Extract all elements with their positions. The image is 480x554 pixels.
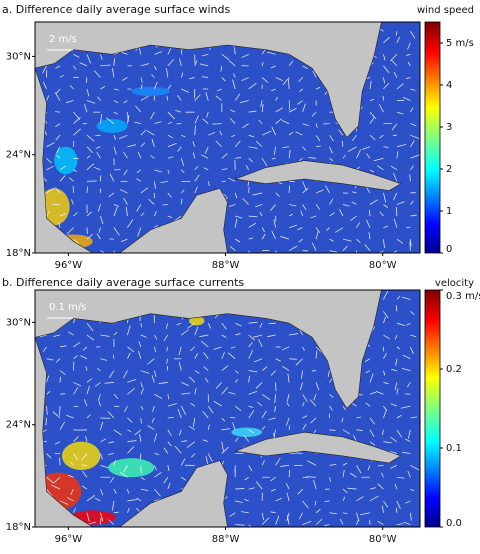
- panel-title: a. Difference daily average surface wind…: [2, 3, 230, 16]
- vector-arrow: [396, 31, 397, 35]
- panel-title: b. Difference daily average surface curr…: [2, 276, 244, 289]
- colorbar-label: wind speed: [417, 5, 474, 16]
- scale-label: 2 m/s: [49, 34, 77, 45]
- lon-label: 80°W: [369, 260, 397, 271]
- vector-arrow: [167, 366, 168, 371]
- colorbar-tick-label: 0.1: [446, 443, 462, 454]
- lat-label: 24°N: [6, 150, 31, 161]
- lat-label: 18°N: [6, 522, 31, 533]
- lon-label: 88°W: [212, 260, 240, 271]
- vector-arrow: [289, 425, 290, 429]
- colorbar-tick-label: 3: [446, 122, 452, 133]
- vector-arrow: [269, 323, 276, 324]
- vector-arrow: [298, 453, 303, 454]
- vector-arrow: [235, 525, 244, 526]
- colorbar-tick-label: 0.0: [446, 518, 462, 529]
- colorbar-tick-label: 0.3 m/s: [446, 291, 480, 302]
- vector-arrow: [330, 430, 336, 431]
- colorbar-tick-label: 2: [446, 164, 452, 175]
- colorbar-tick-label: 4: [446, 80, 452, 91]
- vector-arrow: [74, 406, 79, 407]
- vector-arrow: [81, 465, 87, 466]
- colorbar-tick-label: 1: [446, 206, 452, 217]
- vector-arrow: [59, 406, 60, 415]
- colorbar-label: velocity: [435, 278, 474, 289]
- lon-label: 80°W: [369, 534, 397, 545]
- colorbar-tick-label: 0.2: [446, 364, 462, 375]
- map-panel: b. Difference daily average surface curr…: [2, 276, 480, 545]
- anomaly-patch: [231, 427, 262, 436]
- anomaly-patch: [97, 119, 128, 133]
- colorbar-tick-label: 0: [446, 244, 452, 255]
- lat-label: 24°N: [6, 420, 31, 431]
- vector-arrow: [114, 58, 115, 66]
- lat-label: 18°N: [6, 248, 31, 259]
- lat-label: 30°N: [6, 51, 31, 62]
- colorbar-tick-label: 5 m/s: [446, 38, 474, 49]
- vector-arrow: [396, 207, 397, 216]
- colorbar: [425, 22, 440, 253]
- anomaly-patch: [131, 87, 170, 96]
- vector-arrow: [86, 77, 87, 82]
- lon-label: 88°W: [212, 534, 240, 545]
- lat-label: 30°N: [6, 317, 31, 328]
- map-panel: a. Difference daily average surface wind…: [2, 3, 474, 271]
- lon-label: 96°W: [55, 260, 83, 271]
- lon-label: 96°W: [55, 534, 83, 545]
- vector-arrow: [289, 470, 290, 477]
- anomaly-patch: [62, 442, 101, 470]
- vector-arrow: [141, 418, 142, 423]
- colorbar: [425, 290, 440, 527]
- scale-label: 0.1 m/s: [49, 302, 86, 313]
